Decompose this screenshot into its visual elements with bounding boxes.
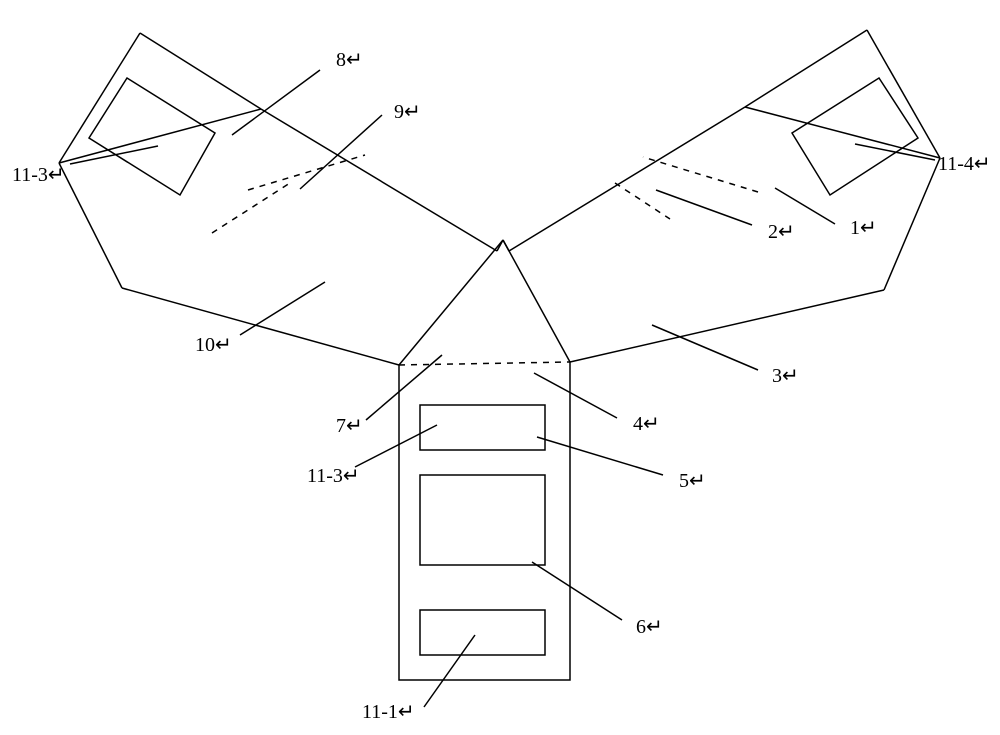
leader-L11_1 xyxy=(424,635,475,707)
v-right xyxy=(503,240,570,362)
leader-L10 xyxy=(240,282,325,335)
left-dash-b xyxy=(212,183,290,233)
stem-rect-2 xyxy=(420,475,545,565)
left-cap-side xyxy=(59,33,140,163)
label-t9: 9↵ xyxy=(394,101,421,123)
stem-top-dash xyxy=(399,362,570,365)
label-t6: 6↵ xyxy=(636,616,663,638)
left-outer xyxy=(59,163,122,288)
leader-L9 xyxy=(300,115,382,189)
label-t2: 2↵ xyxy=(768,221,795,243)
leader-L4 xyxy=(534,373,617,418)
left-cap-bottom xyxy=(59,109,261,163)
label-t7: 7↵ xyxy=(336,415,363,437)
label-t11_3b: 11-3↵ xyxy=(307,465,360,487)
leader-L8 xyxy=(232,70,320,135)
label-t3: 3↵ xyxy=(772,365,799,387)
left-inner-upper xyxy=(261,109,497,251)
right-bottom xyxy=(570,290,884,362)
right-cap-bottom xyxy=(745,107,940,158)
right-inner-upper xyxy=(509,107,745,251)
stem-rect-1 xyxy=(420,405,545,450)
right-cap-top xyxy=(745,30,867,107)
leader-L2 xyxy=(656,190,752,225)
right-dash-b xyxy=(615,183,670,219)
right-outer xyxy=(884,158,940,290)
left-bottom xyxy=(122,288,399,365)
right-dash-a xyxy=(643,157,758,192)
label-t4: 4↵ xyxy=(633,413,660,435)
label-t11_4: 11-4↵ xyxy=(938,153,991,175)
v-left xyxy=(399,240,503,365)
label-t5: 5↵ xyxy=(679,470,706,492)
label-t8: 8↵ xyxy=(336,49,363,71)
stem-rect-3 xyxy=(420,610,545,655)
leader-L5 xyxy=(537,437,663,475)
label-t10: 10↵ xyxy=(195,334,232,356)
leader-L1 xyxy=(775,188,835,224)
leader-L11_3b xyxy=(355,425,437,467)
label-t11_3a: 11-3↵ xyxy=(12,164,65,186)
label-t1: 1↵ xyxy=(850,217,877,239)
left-inner-rect xyxy=(89,78,215,195)
label-t11_1: 11-1↵ xyxy=(362,701,415,723)
right-cap-side xyxy=(867,30,940,158)
